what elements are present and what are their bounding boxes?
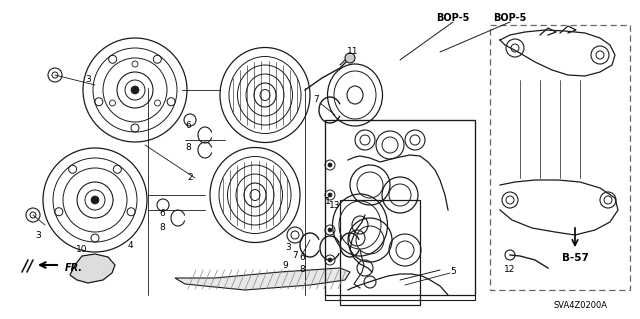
Text: FR.: FR. (65, 263, 83, 273)
Polygon shape (70, 254, 115, 283)
Text: 7: 7 (313, 95, 319, 105)
Text: B-57: B-57 (561, 253, 588, 263)
Text: 11: 11 (348, 48, 359, 56)
Text: 3: 3 (85, 75, 91, 84)
Text: 10: 10 (76, 246, 88, 255)
Polygon shape (175, 268, 350, 290)
Bar (340, 200, 420, 305)
Text: 6: 6 (159, 209, 165, 218)
Text: 2: 2 (187, 174, 193, 182)
Text: 8: 8 (159, 224, 165, 233)
Text: 3: 3 (35, 231, 41, 240)
Text: 7: 7 (292, 250, 298, 259)
Bar (490, 25, 630, 290)
Text: 4: 4 (127, 241, 133, 249)
Text: 13: 13 (329, 202, 340, 211)
Circle shape (328, 193, 332, 197)
Text: 9: 9 (282, 261, 288, 270)
Text: SVA4Z0200A: SVA4Z0200A (553, 300, 607, 309)
Text: 3: 3 (285, 243, 291, 253)
Text: 8: 8 (299, 265, 305, 275)
Text: 1: 1 (325, 197, 331, 206)
Bar (325, 120, 475, 295)
Text: 8: 8 (185, 144, 191, 152)
Text: 5: 5 (450, 268, 456, 277)
Circle shape (328, 258, 332, 262)
Text: BOP-5: BOP-5 (436, 13, 470, 23)
Circle shape (131, 86, 139, 94)
Circle shape (91, 196, 99, 204)
Text: 6: 6 (299, 254, 305, 263)
Bar (325, 120, 475, 300)
Text: 6: 6 (185, 122, 191, 130)
Text: 12: 12 (504, 265, 516, 275)
Text: BOP-5: BOP-5 (493, 13, 527, 23)
Circle shape (328, 228, 332, 232)
Circle shape (345, 53, 355, 63)
Circle shape (328, 163, 332, 167)
